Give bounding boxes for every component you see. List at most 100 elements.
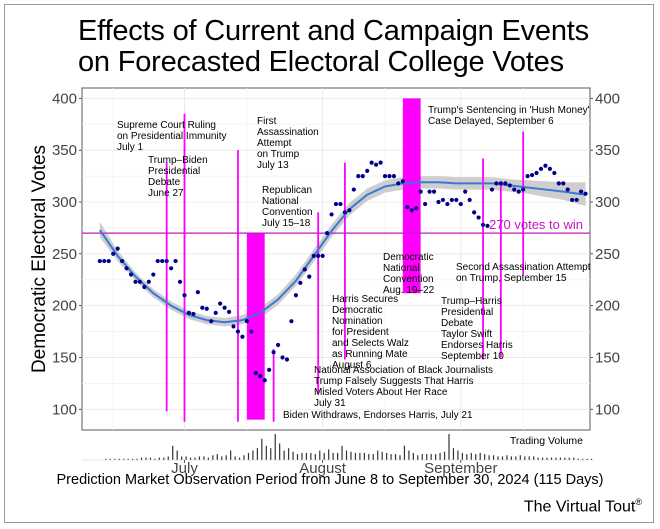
volume-bar — [537, 457, 539, 460]
event-label-line: Supreme Court Ruling — [117, 120, 216, 131]
event-label-2: First Assassination Attempt on Trump July 13 — [257, 116, 319, 171]
volume-bar — [185, 456, 187, 460]
event-label-line: Misled Voters About Her Race — [314, 387, 448, 398]
volume-bar — [323, 452, 325, 460]
volume-bar — [390, 454, 392, 460]
volume-bar — [550, 457, 553, 460]
data-point — [574, 197, 579, 203]
event-label-10: Second Assassination Attempt on Trump, Se… — [456, 262, 591, 284]
volume-bar — [270, 448, 272, 460]
data-point — [275, 342, 281, 348]
volume-bar — [408, 450, 410, 460]
volume-bar — [283, 450, 285, 460]
event-label-line: Taylor Swift — [441, 329, 492, 340]
volume-bar — [519, 455, 521, 460]
data-point — [485, 223, 490, 228]
y-tick-label-right: 100 — [595, 401, 620, 418]
volume-bar — [221, 456, 223, 460]
event-label-line: Debate — [148, 177, 181, 188]
data-point — [552, 170, 557, 176]
event-label-4: Biden Withdraws, Endorses Harris, July 2… — [283, 410, 473, 421]
volume-bar — [279, 443, 281, 460]
data-point — [427, 189, 432, 194]
event-label-line: August 6 — [332, 360, 372, 371]
event-label-line: Democratic — [383, 252, 434, 263]
data-point — [320, 253, 325, 258]
volume-bar — [426, 454, 428, 460]
y-tick-label: 300 — [52, 194, 77, 211]
data-point — [133, 279, 138, 284]
x-tick-label: September — [424, 460, 497, 477]
volume-bar — [586, 458, 588, 460]
event-label-7: Democratic National Convention Aug. 19–22 — [383, 252, 435, 296]
event-label-line: Presidential — [148, 166, 200, 177]
volume-bar — [158, 457, 160, 460]
event-label-line: Attempt — [257, 138, 292, 149]
data-point — [360, 173, 365, 179]
volume-bar — [234, 456, 236, 460]
event-label-0: Trump–Biden Presidential Debate June 27 — [148, 155, 208, 199]
volume-bar — [305, 452, 308, 460]
data-point — [347, 208, 352, 213]
data-point — [226, 309, 232, 314]
event-label-line: Debate — [441, 318, 474, 329]
volume-bar — [497, 456, 499, 460]
data-point — [97, 258, 102, 264]
data-point — [200, 305, 205, 310]
data-point — [209, 319, 214, 324]
data-point — [525, 173, 530, 179]
volume-bar — [528, 456, 530, 460]
data-point — [365, 168, 370, 174]
volume-panel — [82, 432, 590, 460]
confidence-band — [99, 176, 586, 327]
volume-bar — [368, 454, 370, 460]
data-point — [271, 350, 276, 355]
event-label-line: September 10 — [441, 351, 504, 362]
event-label-line: Second Assassination Attempt — [456, 262, 591, 273]
data-point — [356, 173, 361, 179]
data-point — [231, 324, 236, 329]
event-label-3: Republican National Convention July 15–18 — [262, 185, 313, 229]
event-label-line: on Trump, September 15 — [456, 273, 567, 284]
volume-bar — [475, 454, 477, 460]
data-point — [489, 187, 495, 192]
y-tick-label-right: 200 — [595, 298, 620, 315]
data-point — [253, 370, 258, 376]
volume-bar — [145, 457, 147, 460]
volume-bar — [412, 452, 414, 460]
data-point — [476, 215, 481, 220]
data-point — [302, 267, 307, 272]
data-point — [378, 160, 383, 165]
volume-bar — [109, 458, 111, 460]
y-tick-label-right: 150 — [595, 349, 620, 366]
volume-bar — [573, 457, 575, 460]
y-tick-label: 200 — [52, 298, 77, 315]
event-label-line: Aug. 19–22 — [383, 285, 435, 296]
data-point — [151, 272, 156, 277]
volume-bar — [292, 451, 294, 460]
data-point — [561, 181, 566, 186]
data-point — [543, 163, 548, 168]
volume-bar — [421, 454, 423, 460]
volume-bar — [377, 450, 379, 460]
volume-bar — [319, 450, 321, 460]
y-tick-label-right: 350 — [595, 142, 620, 159]
data-point — [186, 310, 192, 315]
volume-bar — [403, 445, 406, 460]
title-line-1: Effects of Current and Campaign Events — [78, 15, 589, 47]
volume-bar — [274, 434, 276, 460]
data-point — [307, 274, 312, 279]
data-point — [333, 201, 339, 207]
data-point — [534, 170, 539, 176]
volume-bar — [506, 455, 508, 460]
event-label-1: Supreme Court Ruling on Presidential Immu… — [117, 120, 227, 153]
data-point — [244, 319, 249, 324]
data-point — [284, 357, 290, 362]
volume-bar — [225, 455, 227, 460]
data-point — [436, 199, 441, 205]
volume-bar — [452, 448, 455, 460]
data-point — [137, 279, 143, 284]
brand-logo: The Virtual Tout® — [524, 497, 642, 516]
data-point — [565, 187, 570, 192]
volume-bar — [359, 452, 361, 460]
